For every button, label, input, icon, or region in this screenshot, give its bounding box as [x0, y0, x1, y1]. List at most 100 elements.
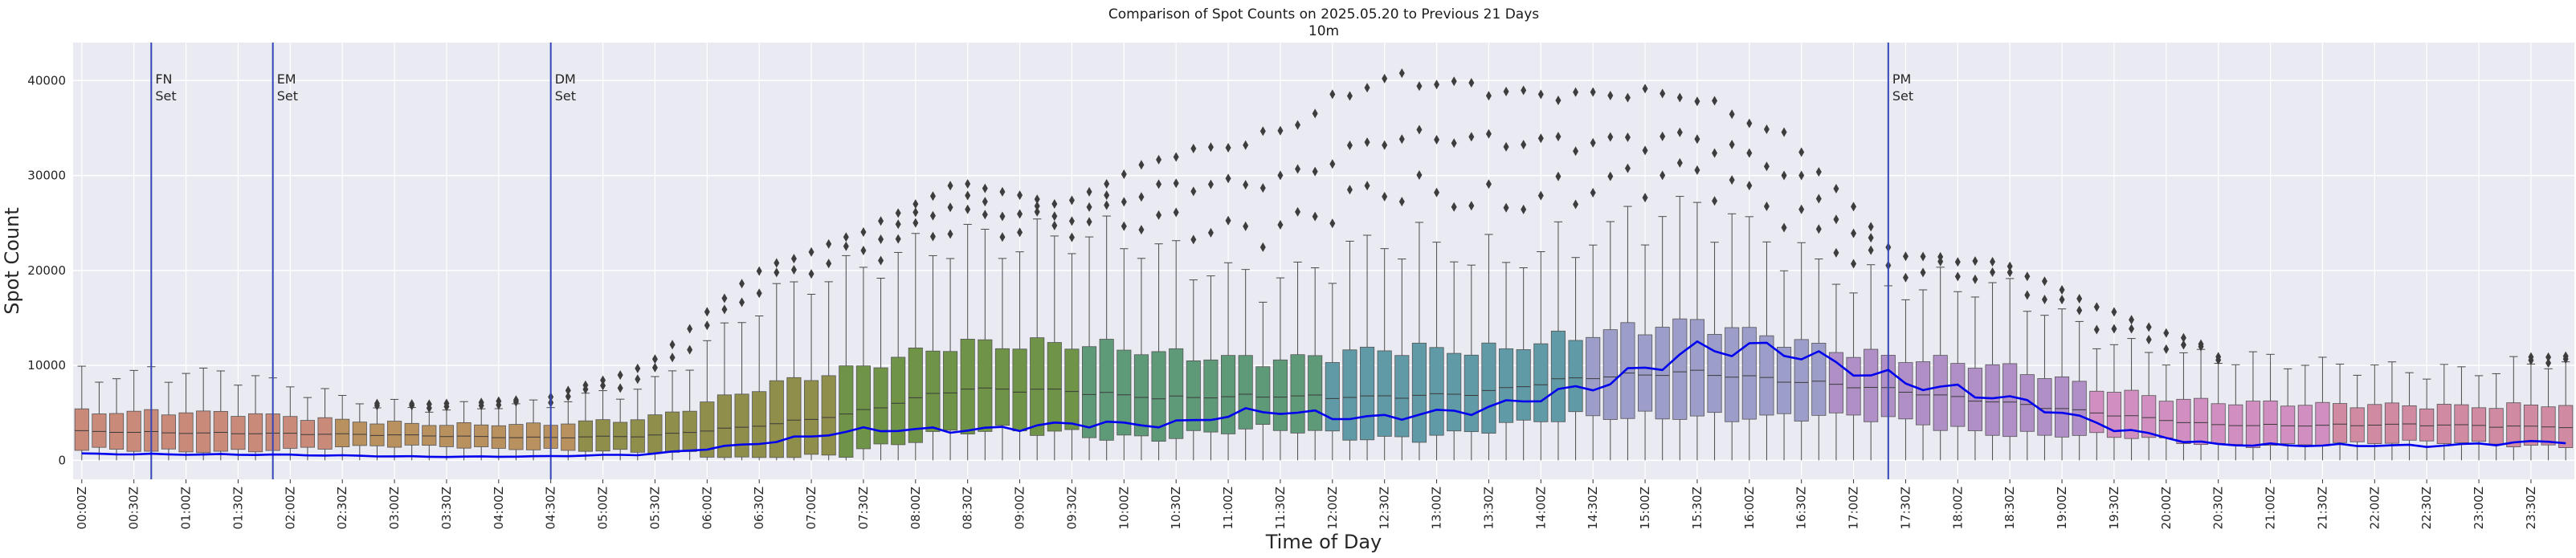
outlier-marker	[1521, 204, 1527, 214]
box	[1169, 348, 1184, 439]
box	[2158, 401, 2174, 438]
x-tick-label: 05:30Z	[647, 487, 662, 530]
box	[2176, 398, 2191, 444]
outlier-marker	[1624, 92, 1631, 103]
outlier-marker	[1868, 245, 1874, 255]
outlier-marker	[1712, 196, 1718, 206]
x-tick-label: 16:30Z	[1794, 487, 1809, 530]
outlier-marker	[1624, 163, 1631, 173]
outlier-marker	[1468, 78, 1475, 88]
outlier-marker	[1346, 141, 1353, 151]
outlier-marker	[1243, 180, 1249, 190]
box	[1898, 362, 1913, 420]
outlier-marker	[1902, 251, 1909, 262]
box	[526, 422, 541, 450]
outlier-marker	[1051, 220, 1058, 230]
x-tick-label: 18:30Z	[2002, 487, 2017, 530]
outlier-marker	[635, 363, 641, 373]
outlier-marker	[617, 370, 623, 381]
box	[2280, 405, 2296, 444]
outlier-marker	[617, 383, 623, 393]
outlier-marker	[739, 279, 745, 289]
x-tick-label: 13:00Z	[1430, 487, 1444, 530]
outlier-marker	[1104, 200, 1110, 210]
box	[2367, 404, 2382, 444]
outlier-marker	[1312, 108, 1318, 119]
outlier-marker	[965, 204, 971, 214]
outlier-marker	[1521, 85, 1527, 96]
box	[196, 410, 211, 454]
outlier-marker	[878, 255, 884, 266]
box	[613, 422, 628, 450]
outlier-marker	[1173, 152, 1179, 162]
outlier-marker	[2129, 315, 2135, 325]
box	[508, 424, 524, 450]
x-tick-label: 17:00Z	[1847, 487, 1861, 530]
outlier-marker	[1398, 68, 1405, 79]
outlier-marker	[1729, 109, 1735, 120]
outlier-marker	[790, 254, 797, 264]
box	[1238, 355, 1253, 430]
outlier-marker	[1225, 215, 1231, 226]
outlier-marker	[1156, 210, 1162, 220]
outlier-marker	[878, 216, 884, 226]
x-tick-label: 00:30Z	[127, 487, 141, 530]
box	[943, 351, 958, 431]
box	[422, 425, 437, 446]
outlier-marker	[1382, 73, 1388, 83]
x-tick-label: 05:00Z	[596, 487, 610, 530]
outlier-marker	[843, 241, 849, 251]
x-tick-label: 09:30Z	[1064, 487, 1079, 530]
outlier-marker	[1868, 233, 1874, 243]
outlier-marker	[1781, 222, 1787, 233]
series-group	[81, 340, 2566, 458]
outlier-marker	[1798, 170, 1805, 181]
outlier-marker	[1068, 216, 1075, 226]
outlier-marker	[1642, 145, 1648, 156]
box	[1133, 354, 1149, 437]
x-tick-label: 01:30Z	[231, 487, 245, 530]
outlier-marker	[1729, 175, 1735, 185]
outlier-marker	[1573, 199, 1579, 210]
outlier-marker	[565, 391, 571, 401]
outlier-marker	[512, 395, 519, 405]
outlier-marker	[1555, 132, 1562, 142]
box	[1655, 327, 1670, 420]
outlier-marker	[600, 375, 606, 385]
x-tick-label: 23:30Z	[2524, 487, 2538, 530]
box	[1186, 360, 1201, 431]
box	[2089, 390, 2104, 434]
outlier-marker	[1468, 132, 1475, 142]
outlier-marker	[1051, 211, 1058, 222]
outlier-marker	[1086, 217, 1092, 227]
box	[1394, 355, 1410, 438]
box	[1377, 350, 1392, 437]
x-tick-label: 17:30Z	[1898, 487, 1913, 530]
outlier-marker	[669, 340, 676, 350]
outlier-marker	[756, 266, 762, 276]
box	[1967, 368, 1982, 431]
outlier-marker	[860, 245, 867, 255]
outliers	[374, 68, 2569, 413]
outlier-marker	[2093, 324, 2100, 335]
outlier-marker	[982, 197, 988, 207]
box	[1811, 343, 1827, 416]
outlier-marker	[1416, 124, 1423, 135]
x-tick-label: 10:30Z	[1169, 487, 1183, 530]
x-tick-label: 09:00Z	[1013, 487, 1027, 530]
outlier-marker	[982, 210, 988, 220]
box	[231, 416, 246, 450]
outlier-marker	[739, 297, 745, 308]
box	[213, 410, 228, 452]
x-tick-label: 03:00Z	[387, 487, 402, 530]
box	[1099, 339, 1114, 441]
box	[682, 410, 697, 452]
outlier-marker	[2024, 290, 2031, 300]
box	[839, 365, 854, 458]
chart-subtitle: 10m	[1308, 23, 1339, 39]
outlier-marker	[1068, 195, 1075, 206]
box	[92, 413, 107, 448]
outlier-marker	[1972, 256, 1978, 267]
outlier-marker	[1277, 220, 1284, 230]
